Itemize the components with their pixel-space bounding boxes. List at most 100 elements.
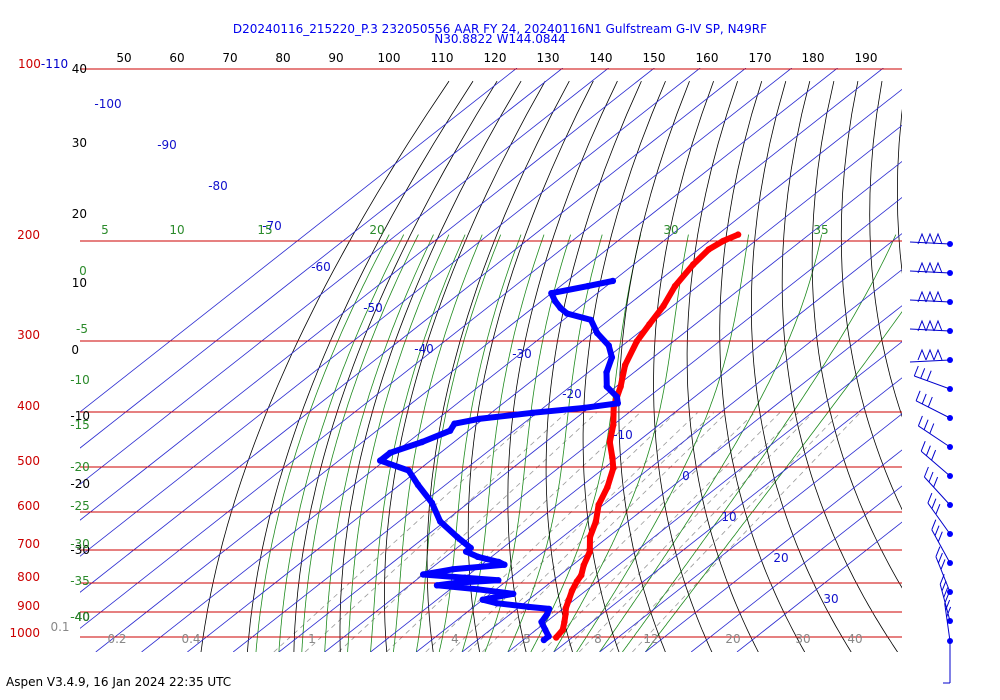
wind-barb xyxy=(915,390,953,421)
dewpoint-point xyxy=(474,553,481,560)
temperature-point xyxy=(610,421,617,429)
theta-e-label: 0 xyxy=(79,264,87,278)
top-scale-label: 160 xyxy=(696,51,719,65)
sounding-profiles xyxy=(377,231,742,644)
mixing-ratio-label: 20 xyxy=(725,632,740,646)
top-scale-label: 120 xyxy=(484,51,507,65)
dewpoint-point xyxy=(609,277,617,285)
temperature-point xyxy=(562,610,569,618)
wind-barb xyxy=(920,441,953,479)
dewpoint-point xyxy=(501,561,508,568)
mixing-ratio-lines xyxy=(273,412,861,652)
theta-e-label: -20 xyxy=(70,460,90,474)
isotherm-label: -90 xyxy=(157,138,177,152)
temperature-point xyxy=(586,533,594,541)
dewpoint-point xyxy=(544,610,551,618)
wind-barb xyxy=(909,261,953,276)
isotherm-label: 10 xyxy=(721,510,736,524)
isotherm-label: -80 xyxy=(208,179,228,193)
temperature-point xyxy=(705,246,712,253)
dewpoint-point xyxy=(603,369,610,376)
theta-e-label: -40 xyxy=(70,610,90,624)
theta-e-label: -35 xyxy=(70,574,90,588)
dewpoint-point xyxy=(587,316,595,324)
temperature-point xyxy=(561,618,568,626)
pressure-label: 700 xyxy=(17,537,40,551)
pressure-label: 1000 xyxy=(9,626,40,640)
pressure-label: 300 xyxy=(17,328,40,342)
top-scale-label: 60 xyxy=(169,51,184,65)
pressure-label: 600 xyxy=(17,499,40,513)
dewpoint-point xyxy=(545,633,552,640)
temperature-point xyxy=(621,361,629,369)
dewpoint-point xyxy=(377,457,384,464)
temperature-point xyxy=(592,518,600,525)
isotherms xyxy=(80,68,902,652)
left-temp-label: -40 xyxy=(70,610,90,624)
temperature-point xyxy=(734,231,742,238)
isotherm-label: 30 xyxy=(823,592,838,606)
isotherm-label: -10 xyxy=(613,428,633,442)
temperature-point xyxy=(720,237,727,245)
wind-barb xyxy=(913,365,953,392)
wind-barb xyxy=(909,319,953,334)
dewpoint-point xyxy=(593,329,601,337)
dewpoint-point xyxy=(446,427,454,434)
left-temp-label: -20 xyxy=(70,477,90,491)
isotherm-label: -70 xyxy=(262,219,282,233)
isotherm-label: 0 xyxy=(682,469,690,483)
dewpoint-point xyxy=(386,449,394,456)
theta-w-label: 30 xyxy=(663,223,678,237)
temperature-point xyxy=(690,261,697,268)
top-scale-label: 190 xyxy=(855,51,878,65)
wind-barb xyxy=(909,232,953,247)
dewpoint-point xyxy=(540,636,548,644)
wind-barb xyxy=(927,492,953,537)
temperature-point xyxy=(604,484,611,491)
dewpoint-point xyxy=(510,590,517,597)
temperature-point xyxy=(610,464,617,472)
pressure-label: 400 xyxy=(17,399,40,413)
isotherm-label: -100 xyxy=(94,97,121,111)
mixing-ratio-label: 4 xyxy=(451,632,459,646)
top-scale-label: 100 xyxy=(378,51,401,65)
isotherm-label: -30 xyxy=(512,347,532,361)
top-scale-label: 50 xyxy=(116,51,131,65)
pressure-label: 200 xyxy=(17,228,40,242)
isotherm-label: -60 xyxy=(311,260,331,274)
left-temp-label: -30 xyxy=(70,543,90,557)
left-temp-label: 40 xyxy=(72,62,87,76)
top-scale-label: 180 xyxy=(802,51,825,65)
top-scale-label: 90 xyxy=(328,51,343,65)
dewpoint-point xyxy=(614,400,621,407)
wind-barb xyxy=(931,519,953,566)
top-scale-label: 80 xyxy=(275,51,290,65)
dewpoint-point xyxy=(548,290,555,297)
dewpoint-point xyxy=(608,354,616,361)
dewpoint-point xyxy=(454,533,461,541)
pressure-label: 900 xyxy=(17,599,40,613)
mixing-ratio-label: 40 xyxy=(847,632,862,646)
isotherm-label: -40 xyxy=(414,342,434,356)
dewpoint-point xyxy=(542,626,549,634)
dewpoint-point xyxy=(479,596,486,603)
temperature-point xyxy=(573,578,581,585)
mixing-ratio-label: 0.4 xyxy=(181,632,200,646)
temperature-point xyxy=(606,438,613,446)
temperature-point xyxy=(660,302,667,310)
theta-e-label: -10 xyxy=(70,373,90,387)
dewpoint-point xyxy=(467,544,474,552)
mixing-ratio-label: 1 xyxy=(308,632,316,646)
mixing-ratio-label: 0.2 xyxy=(107,632,126,646)
pressure-label: 100-110 xyxy=(18,57,68,71)
dewpoint-point xyxy=(449,566,456,573)
dewpoint-point xyxy=(603,383,610,390)
temperature-point xyxy=(580,562,587,569)
pressure-label: 500 xyxy=(17,454,40,468)
theta-w-label: 5 xyxy=(101,223,109,237)
theta-e-label: -5 xyxy=(76,322,88,336)
dewpoint-point xyxy=(418,438,426,446)
dewpoint-point xyxy=(455,579,463,586)
wind-barb xyxy=(909,348,953,363)
